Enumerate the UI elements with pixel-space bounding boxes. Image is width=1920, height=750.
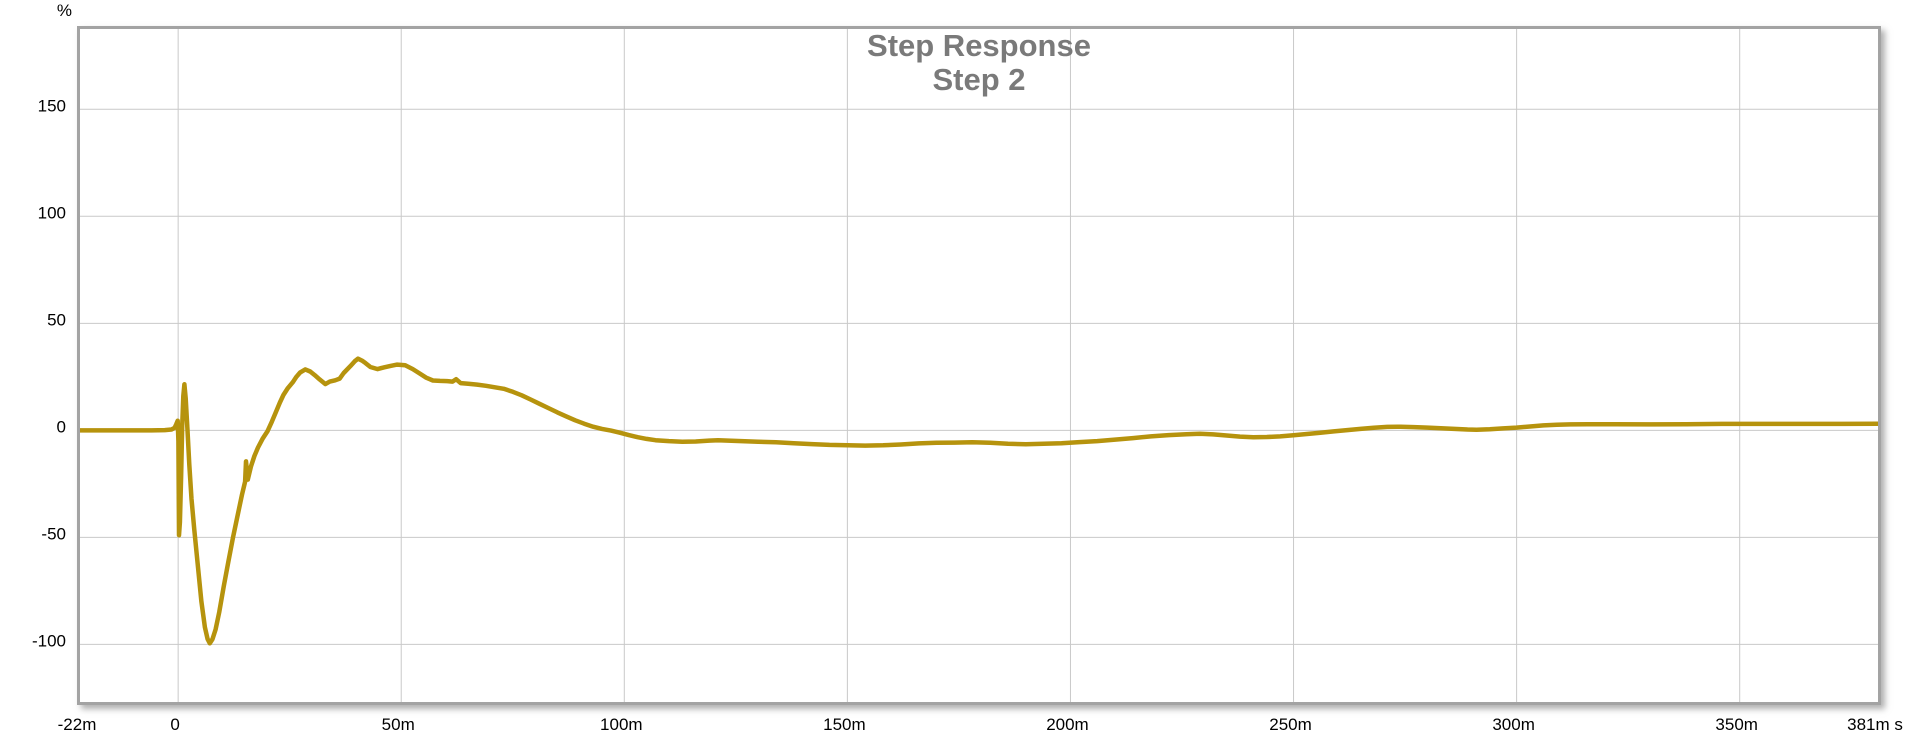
step-response-trace	[80, 356, 1878, 646]
y-tick-label: -100	[31, 631, 66, 651]
x-tick-label: 381m s	[1847, 715, 1903, 734]
x-tick-label: 150m	[823, 715, 866, 734]
y-tick-label: -50	[41, 524, 66, 544]
x-tick-label: 300m	[1492, 715, 1535, 734]
x-tick-label: 0	[170, 715, 180, 734]
y-tick-label: 100	[37, 203, 66, 223]
y-tick-label: 50	[47, 310, 66, 330]
x-tick-label: 350m	[1715, 715, 1758, 734]
y-tick-label: 0	[56, 417, 66, 437]
x-tick-label: 250m	[1269, 715, 1312, 734]
x-tick-label: -22m	[57, 715, 97, 734]
x-tick-label: 200m	[1046, 715, 1089, 734]
x-tick-label: 100m	[600, 715, 643, 734]
y-axis-unit-label: %	[56, 1, 72, 20]
step-response-graph[interactable]	[80, 29, 1878, 702]
plot-area[interactable]: Step Response Step 2	[77, 26, 1881, 705]
x-tick-label: 50m	[381, 715, 415, 734]
y-tick-label: 150	[37, 96, 66, 116]
